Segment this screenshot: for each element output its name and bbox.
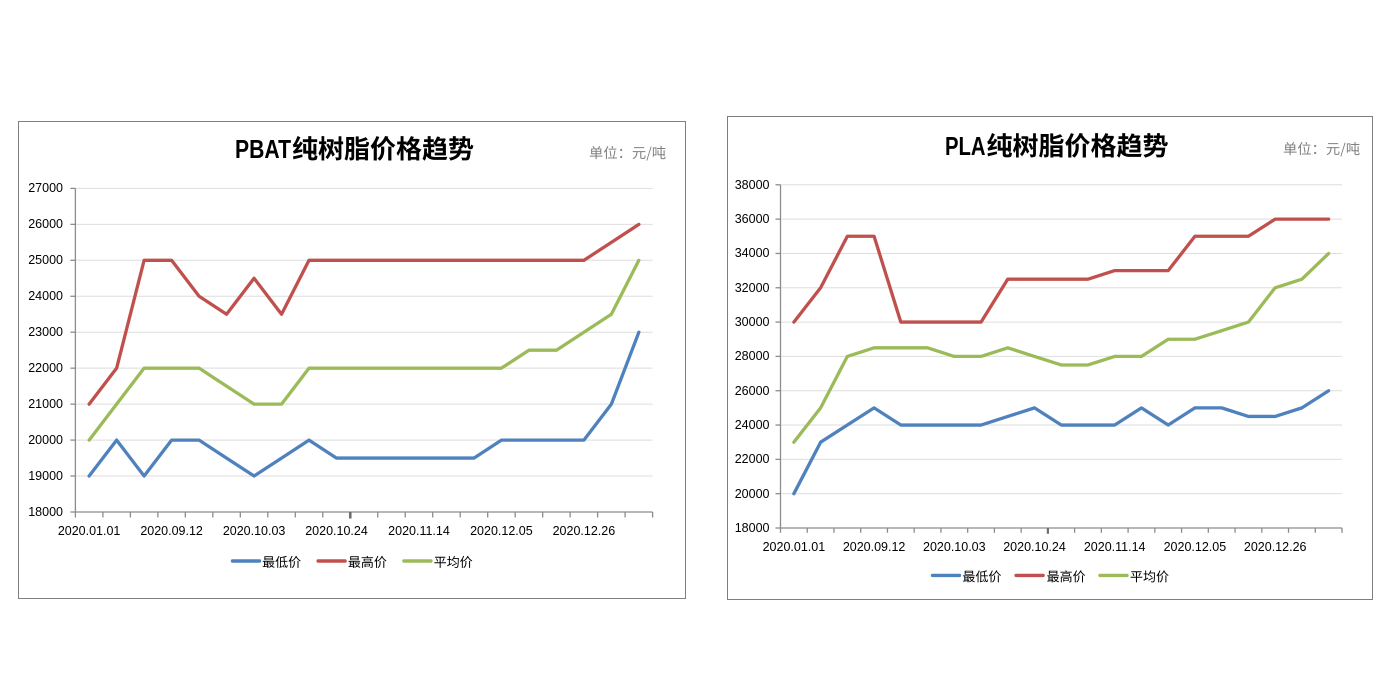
svg-text:PBAT: PBAT [235, 134, 291, 164]
svg-text:PLA: PLA [945, 131, 986, 161]
